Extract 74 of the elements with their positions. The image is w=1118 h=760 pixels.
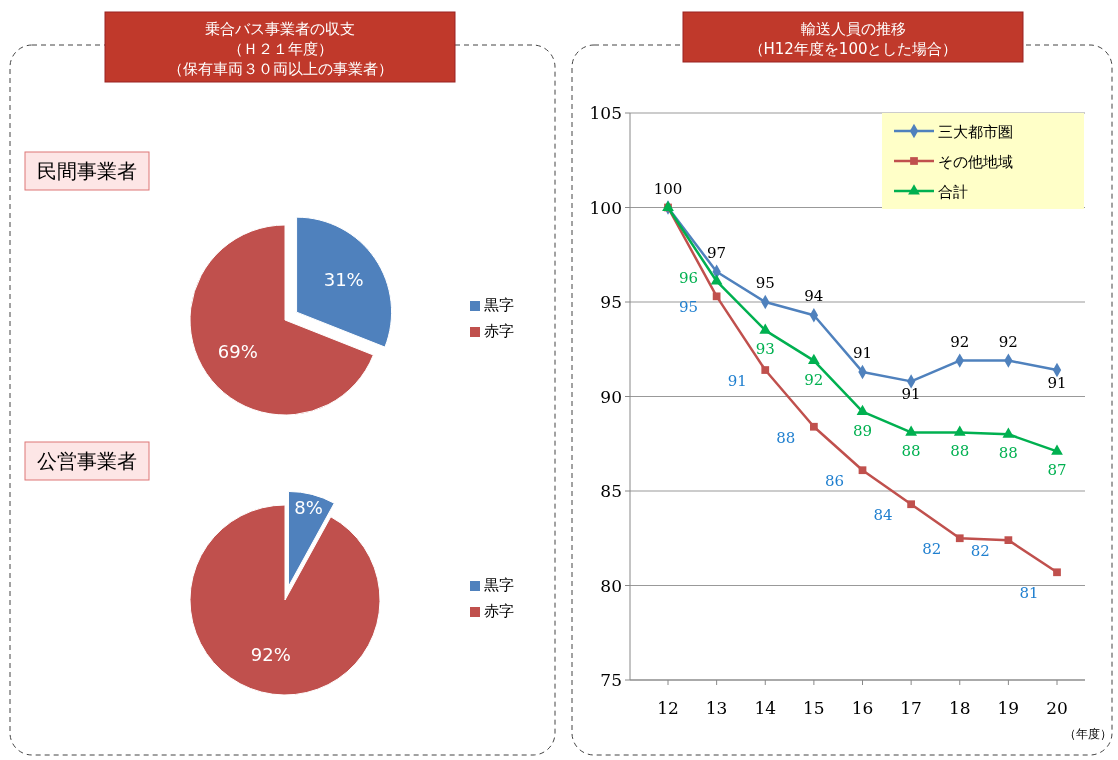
point bbox=[905, 425, 918, 436]
point bbox=[856, 404, 869, 416]
point bbox=[1004, 536, 1013, 545]
data-label: 92 bbox=[804, 370, 824, 389]
data-label: 94 bbox=[804, 287, 824, 306]
y-tick-label: 100 bbox=[589, 197, 622, 218]
data-label: 82 bbox=[970, 542, 990, 561]
point bbox=[810, 422, 818, 431]
chart-title: 乗合バス事業者の収支（Ｈ２１年度）（保有車両３０両以上の事業者） bbox=[167, 20, 393, 78]
data-label: 92 bbox=[950, 332, 970, 351]
legend-label: 三大都市圏 bbox=[938, 123, 1013, 141]
point bbox=[907, 500, 915, 509]
x-tick-label: 12 bbox=[657, 698, 679, 718]
point bbox=[807, 353, 820, 364]
x-tick-label: 19 bbox=[997, 698, 1020, 718]
data-label: 88 bbox=[776, 428, 796, 447]
x-tick-label: 17 bbox=[900, 698, 922, 718]
data-label: 100 bbox=[653, 179, 683, 198]
legend-label: 赤字 bbox=[484, 322, 514, 340]
chart-subtitle: （H12年度を100とした場合） bbox=[748, 40, 958, 58]
data-label: 69% bbox=[217, 341, 258, 363]
y-tick-label: 85 bbox=[600, 481, 622, 501]
data-label: 96 bbox=[679, 269, 699, 288]
data-label: 88 bbox=[950, 442, 970, 461]
data-label: 97 bbox=[707, 243, 727, 262]
y-tick-label: 75 bbox=[600, 670, 622, 690]
x-tick-label: 16 bbox=[851, 698, 874, 718]
point bbox=[1051, 444, 1063, 455]
legend-label: 合計 bbox=[938, 183, 968, 201]
x-tick-label: 13 bbox=[705, 698, 728, 718]
data-label: 92 bbox=[998, 332, 1018, 351]
legend-label: 黒字 bbox=[484, 576, 514, 594]
x-tick-label: 14 bbox=[754, 698, 777, 718]
point bbox=[761, 366, 770, 374]
point bbox=[953, 425, 966, 436]
data-label: 88 bbox=[998, 444, 1018, 463]
data-label: 91 bbox=[727, 372, 747, 391]
data-label: 91 bbox=[901, 385, 921, 404]
data-label: 88 bbox=[901, 442, 921, 461]
point bbox=[955, 534, 964, 543]
chart-subtitle: 民間事業者 bbox=[37, 159, 137, 183]
point bbox=[1053, 568, 1061, 577]
y-tick-label: 105 bbox=[589, 103, 622, 123]
x-axis-title: （年度） bbox=[1064, 727, 1112, 741]
data-label: 95 bbox=[679, 298, 699, 317]
chart-title: 公営事業者 bbox=[37, 449, 137, 473]
data-label: 93 bbox=[755, 340, 775, 359]
data-label: 82 bbox=[922, 540, 942, 559]
chart-title: 輸送人員の推移 bbox=[800, 20, 906, 38]
data-label: 8% bbox=[294, 497, 323, 519]
x-tick-label: 18 bbox=[948, 698, 971, 718]
y-tick-label: 80 bbox=[600, 575, 622, 596]
y-tick-label: 95 bbox=[600, 292, 622, 312]
legend-label: 黒字 bbox=[484, 296, 514, 314]
point bbox=[759, 323, 772, 334]
point bbox=[712, 292, 721, 301]
data-label: 91 bbox=[1047, 374, 1067, 393]
x-tick-label: 15 bbox=[803, 698, 825, 718]
data-label: 91 bbox=[852, 343, 873, 362]
data-label: 81 bbox=[1019, 584, 1039, 603]
x-tick-label: 20 bbox=[1046, 698, 1068, 718]
point bbox=[858, 466, 867, 475]
data-label: 89 bbox=[852, 421, 873, 440]
legend-label: その他地域 bbox=[938, 153, 1013, 171]
data-label: 31% bbox=[323, 269, 364, 291]
data-label: 92% bbox=[250, 644, 291, 666]
y-tick-label: 90 bbox=[600, 386, 622, 407]
point bbox=[710, 274, 723, 285]
data-label: 86 bbox=[824, 472, 845, 491]
data-label: 95 bbox=[755, 274, 775, 292]
legend-label: 赤字 bbox=[484, 602, 514, 620]
point bbox=[1002, 427, 1015, 438]
data-label: 84 bbox=[873, 506, 893, 525]
data-label: 87 bbox=[1047, 461, 1067, 480]
